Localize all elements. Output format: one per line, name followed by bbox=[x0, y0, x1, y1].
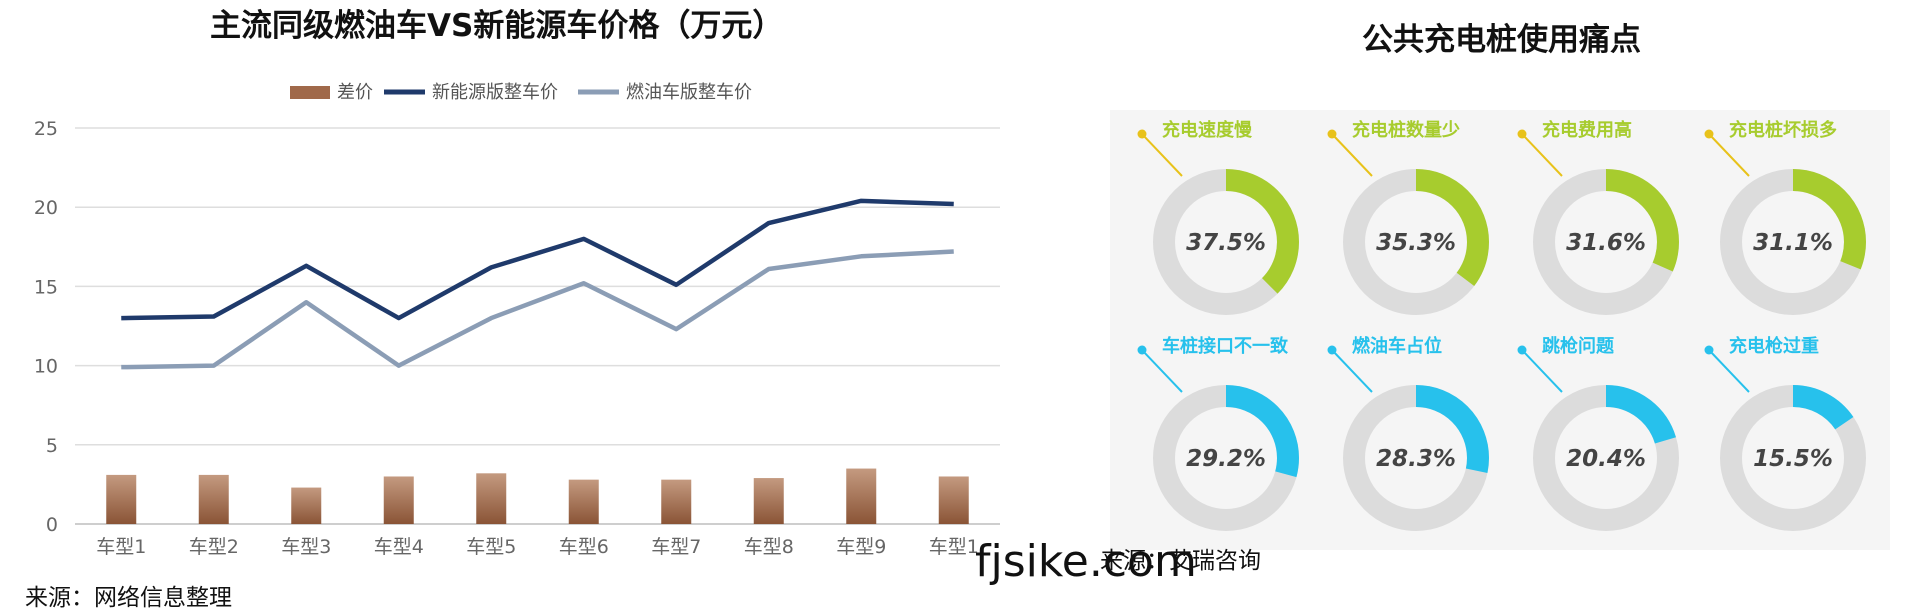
legend-label-nev: 新能源版整车价 bbox=[432, 82, 558, 103]
donut-value: 20.4% bbox=[1566, 446, 1646, 472]
y-tick-label: 10 bbox=[34, 356, 58, 378]
x-tick-label: 车型2 bbox=[189, 536, 239, 558]
y-tick-label: 25 bbox=[34, 118, 58, 140]
bar-diff bbox=[661, 480, 691, 524]
donut-label: 充电桩坏损多 bbox=[1729, 119, 1837, 141]
left-chart-title: 主流同级燃油车VS新能源车价格（万元） bbox=[210, 0, 783, 45]
pointer-dot bbox=[1518, 130, 1527, 139]
x-tick-label: 车型9 bbox=[836, 536, 886, 558]
x-tick-label: 车型1 bbox=[96, 536, 146, 558]
bar-diff bbox=[476, 473, 506, 524]
bar-diff bbox=[754, 478, 784, 524]
line-ice bbox=[121, 252, 954, 368]
y-tick-label: 15 bbox=[34, 276, 58, 298]
x-tick-label: 车型6 bbox=[559, 536, 609, 558]
grid-lines bbox=[75, 128, 1000, 524]
donut-value: 15.5% bbox=[1753, 446, 1833, 472]
y-tick-label: 0 bbox=[46, 514, 58, 536]
y-tick-label: 20 bbox=[34, 197, 58, 219]
pointer-dot bbox=[1518, 346, 1527, 355]
x-tick-label: 车型8 bbox=[744, 536, 794, 558]
pointer-dot bbox=[1705, 346, 1714, 355]
donut-label: 跳枪问题 bbox=[1542, 335, 1615, 357]
donut-value: 31.1% bbox=[1753, 230, 1833, 256]
donut-label: 充电速度慢 bbox=[1162, 119, 1253, 141]
donut-label: 充电枪过重 bbox=[1729, 335, 1819, 357]
donut-value: 29.2% bbox=[1186, 446, 1266, 472]
pointer-dot bbox=[1138, 346, 1147, 355]
pointer-dot bbox=[1328, 346, 1337, 355]
bar-series bbox=[106, 469, 969, 524]
donut-label: 充电桩数量少 bbox=[1352, 119, 1460, 141]
legend-swatch-diff bbox=[290, 86, 330, 99]
legend-label-diff: 差价 bbox=[337, 82, 373, 103]
bar-diff bbox=[846, 469, 876, 524]
donut-value: 28.3% bbox=[1376, 446, 1456, 472]
bar-diff bbox=[384, 476, 414, 524]
left-source: 来源：网络信息整理 bbox=[25, 578, 232, 612]
pointer-dot bbox=[1138, 130, 1147, 139]
bar-diff bbox=[106, 475, 136, 524]
bar-diff bbox=[939, 476, 969, 524]
x-axis-ticks: 车型1 车型2 车型3 车型4 车型5 车型6 车型7 车型8 车型9 车型1 bbox=[96, 536, 979, 558]
donut-value: 37.5% bbox=[1186, 230, 1266, 256]
bar-diff bbox=[291, 488, 321, 524]
donut-label: 车桩接口不一致 bbox=[1162, 335, 1289, 357]
x-tick-label: 车型3 bbox=[281, 536, 331, 558]
y-tick-label: 5 bbox=[46, 435, 58, 457]
pointer-dot bbox=[1328, 130, 1337, 139]
pointer-dot bbox=[1705, 130, 1714, 139]
y-axis-ticks: 0 5 10 15 20 25 bbox=[34, 118, 58, 536]
donut-value: 35.3% bbox=[1376, 230, 1456, 256]
bar-diff bbox=[569, 480, 599, 524]
x-tick-label: 车型4 bbox=[374, 536, 424, 558]
line-series bbox=[121, 201, 954, 367]
x-tick-label: 车型5 bbox=[466, 536, 516, 558]
donut-value: 31.6% bbox=[1566, 230, 1646, 256]
x-tick-label: 车型7 bbox=[651, 536, 701, 558]
right-chart-title: 公共充电桩使用痛点 bbox=[1362, 14, 1641, 59]
x-tick-label: 车型1 bbox=[929, 536, 979, 558]
legend: 差价 新能源版整车价 燃油车版整车价 bbox=[290, 82, 752, 103]
bar-diff bbox=[199, 475, 229, 524]
watermark: fjsike.com bbox=[975, 536, 1197, 587]
pain-points-panel: 37.5% 充电速度慢 35.3% 充电桩数量少 31.6% 充电费用高 31.1% 充电桩坏… bbox=[1110, 110, 1890, 550]
donut-label: 燃油车占位 bbox=[1352, 335, 1442, 357]
legend-label-ice: 燃油车版整车价 bbox=[626, 82, 752, 103]
donut-label: 充电费用高 bbox=[1542, 119, 1632, 141]
